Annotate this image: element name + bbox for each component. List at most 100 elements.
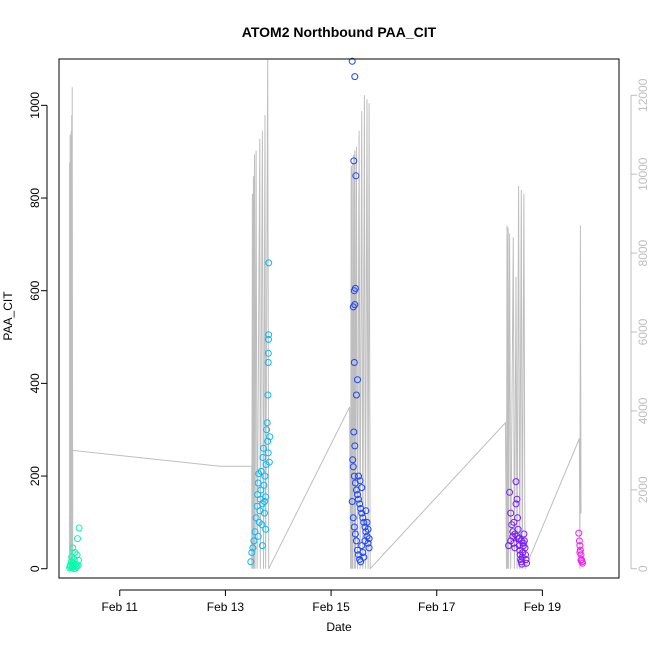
data-point — [352, 537, 360, 545]
data-point — [507, 509, 515, 517]
data-point — [363, 518, 371, 526]
x-axis-label: Date — [326, 620, 352, 634]
y-tick-label: 400 — [28, 373, 42, 393]
data-point — [515, 535, 523, 543]
data-point — [263, 419, 271, 427]
data-point — [74, 535, 81, 543]
data-point — [351, 530, 359, 538]
data-point — [364, 525, 372, 533]
data-point — [264, 449, 272, 457]
data-point — [262, 525, 270, 533]
data-point — [360, 553, 368, 561]
data-point — [248, 549, 256, 556]
data-point — [361, 537, 369, 545]
data-point — [66, 562, 74, 570]
data-point — [348, 57, 356, 65]
data-point — [350, 523, 358, 531]
secondary-line-layer — [69, 59, 582, 570]
data-point — [350, 428, 358, 436]
y2-tick-label: 0 — [636, 565, 650, 572]
data-point — [522, 556, 530, 563]
data-point — [513, 532, 521, 540]
data-point — [258, 521, 266, 529]
data-point — [351, 73, 359, 81]
data-point — [506, 488, 514, 496]
data-point — [260, 444, 267, 452]
data-point — [260, 481, 268, 489]
data-point — [358, 542, 366, 550]
data-point — [356, 500, 364, 508]
data-point — [355, 495, 362, 503]
x-tick-label: Feb 11 — [102, 600, 139, 614]
data-point — [355, 472, 362, 480]
y2-tick-label: 10000 — [636, 157, 650, 191]
data-point — [251, 528, 259, 536]
data-point — [350, 359, 358, 366]
y2-tick-label: 12000 — [636, 78, 650, 112]
y-tick-label: 600 — [28, 280, 42, 300]
data-point — [257, 467, 265, 475]
plot-frame — [58, 58, 620, 579]
data-point — [513, 495, 521, 503]
data-point — [349, 514, 357, 522]
data-point — [352, 172, 360, 180]
data-point — [510, 518, 518, 526]
data-point — [508, 521, 516, 529]
x-tick-label: Feb 13 — [207, 600, 245, 614]
data-point — [511, 530, 519, 538]
secondary-series-line — [69, 59, 582, 570]
data-point — [356, 477, 364, 485]
data-point — [365, 544, 373, 552]
data-point — [509, 528, 517, 536]
data-point — [518, 560, 526, 568]
x-tick-label: Feb 17 — [418, 600, 456, 614]
data-point — [577, 556, 585, 564]
data-point — [264, 391, 272, 399]
axes-layer: 0200400600800100002000400060008000100001… — [28, 78, 650, 614]
y-tick-label: 0 — [28, 565, 42, 572]
data-point — [265, 259, 273, 267]
data-point — [575, 529, 583, 537]
y-tick-label: 800 — [28, 188, 42, 208]
data-point — [265, 331, 273, 339]
data-point — [360, 518, 368, 526]
x-tick-label: Feb 15 — [312, 600, 350, 614]
data-point — [350, 472, 358, 480]
data-point — [358, 509, 366, 517]
data-point — [576, 542, 584, 550]
data-point — [75, 524, 83, 532]
data-point — [261, 509, 268, 517]
data-point — [523, 559, 530, 567]
data-point — [354, 376, 361, 384]
y-tick-label: 200 — [28, 466, 42, 486]
data-point — [349, 456, 357, 464]
scatter-points-layer — [66, 57, 586, 573]
data-point — [512, 478, 520, 486]
data-point — [254, 479, 262, 487]
data-point — [264, 349, 272, 357]
data-point — [359, 549, 367, 556]
data-point — [351, 284, 359, 292]
y2-tick-label: 2000 — [636, 476, 650, 503]
data-point — [75, 556, 82, 564]
data-point — [522, 551, 529, 559]
data-point — [261, 472, 269, 480]
data-point — [357, 558, 365, 566]
data-point — [257, 486, 265, 494]
data-point — [254, 532, 262, 540]
data-point — [351, 301, 359, 309]
data-point — [259, 454, 267, 461]
y2-tick-label: 8000 — [636, 239, 650, 266]
data-point — [266, 433, 274, 441]
data-point — [362, 507, 370, 515]
data-point — [514, 514, 522, 522]
data-point — [351, 442, 359, 450]
data-point — [349, 463, 357, 471]
data-point — [365, 535, 373, 543]
data-point — [261, 498, 268, 505]
data-point — [358, 484, 366, 492]
data-point — [70, 562, 78, 570]
y-axis-label: PAA_CIT — [1, 291, 15, 341]
y2-tick-label: 4000 — [636, 397, 650, 424]
data-point — [258, 542, 266, 550]
